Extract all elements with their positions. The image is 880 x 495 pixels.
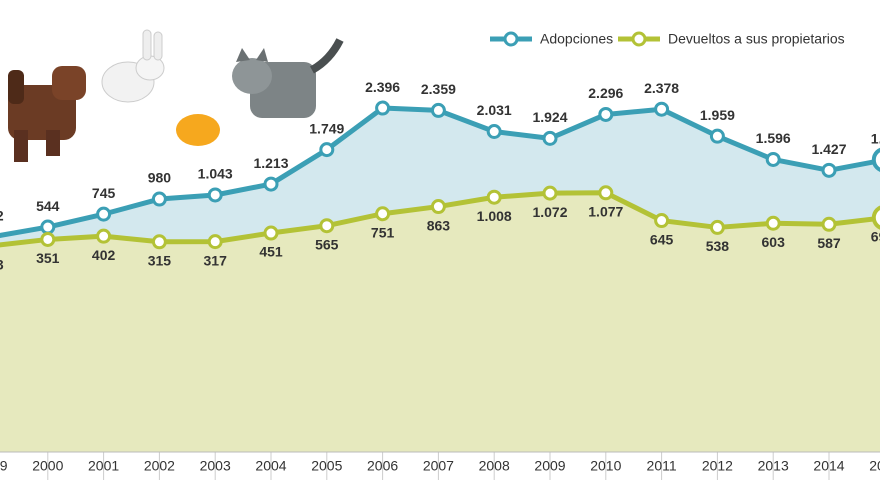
data-label: 1.213 [253,155,288,171]
data-label: 645 [650,231,674,247]
point [151,191,167,207]
dog-illustration [8,66,86,162]
point [871,147,880,172]
data-label: 1.043 [198,166,233,182]
point [486,189,502,205]
x-tick-label: 2012 [702,458,733,474]
data-label: 402 [92,247,116,263]
data-label: 2.378 [644,80,679,96]
point [654,213,670,229]
point [871,205,880,230]
data-label: 1.590 [871,131,880,147]
point [375,100,391,116]
data-label: 1.749 [309,120,344,136]
cat-illustration [232,38,344,118]
data-label: 1.072 [532,204,567,220]
data-label: 587 [817,235,841,251]
data-label: 538 [706,238,730,254]
point [598,106,614,122]
point [598,185,614,201]
data-label: 544 [36,198,60,214]
data-label: 2.031 [477,102,512,118]
point [821,216,837,232]
legend-marker [503,31,519,47]
point [40,231,56,247]
point [151,234,167,250]
data-label: 565 [315,236,339,252]
x-tick-label: 2002 [144,458,175,474]
point [430,199,446,215]
point [542,130,558,146]
data-label: 980 [148,170,172,186]
point [96,206,112,222]
area-adopciones [0,108,880,245]
data-label: 603 [762,234,786,250]
data-label: 451 [259,244,283,260]
data-label: 315 [148,252,172,268]
x-tick-label: 2010 [590,458,621,474]
data-label: 253 [0,256,4,272]
x-tick-label: 2013 [758,458,789,474]
point [40,219,56,235]
data-label: 351 [36,250,60,266]
point [765,151,781,167]
point [263,225,279,241]
x-tick-label: 2007 [423,458,454,474]
x-tick-label: 2003 [200,458,231,474]
x-tick-label: 2014 [813,458,844,474]
legend-marker [631,31,647,47]
data-label: 1.959 [700,107,735,123]
point [821,162,837,178]
x-tick-label: 2015 [869,458,880,474]
point [486,124,502,140]
data-label: 1.924 [532,109,567,125]
point [263,176,279,192]
data-label: 690 [871,228,880,244]
data-label: 1.077 [588,204,623,220]
x-tick-label: 2000 [32,458,63,474]
rabbit-illustration [101,29,165,103]
x-tick-label: 1999 [0,458,8,474]
x-tick-label: 2001 [88,458,119,474]
point [96,228,112,244]
data-label: 392 [0,208,4,224]
x-tick-label: 2005 [311,458,342,474]
data-label: 317 [204,252,228,268]
point [319,142,335,158]
data-label: 1.427 [811,141,846,157]
legend-label: Adopciones [540,31,613,47]
x-tick-label: 2009 [534,458,565,474]
x-tick-label: 2006 [367,458,398,474]
area-devueltos [0,192,880,452]
x-tick-label: 2004 [255,458,286,474]
point [375,206,391,222]
point [709,219,725,235]
point [765,215,781,231]
legend-label: Devueltos a sus propietarios [668,31,845,47]
data-label: 1.008 [477,208,512,224]
x-tick-label: 2011 [647,458,677,474]
point [207,187,223,203]
x-tick-label: 2008 [479,458,510,474]
point [319,218,335,234]
data-label: 1.596 [756,130,791,146]
hamster-illustration [176,114,220,146]
point [709,128,725,144]
data-label: 751 [371,224,395,240]
data-label: 863 [427,217,451,233]
data-label: 2.396 [365,79,400,95]
point [542,185,558,201]
data-label: 2.359 [421,81,456,97]
data-label: 2.296 [588,85,623,101]
point [207,234,223,250]
point [654,101,670,117]
data-label: 745 [92,185,116,201]
point [430,102,446,118]
